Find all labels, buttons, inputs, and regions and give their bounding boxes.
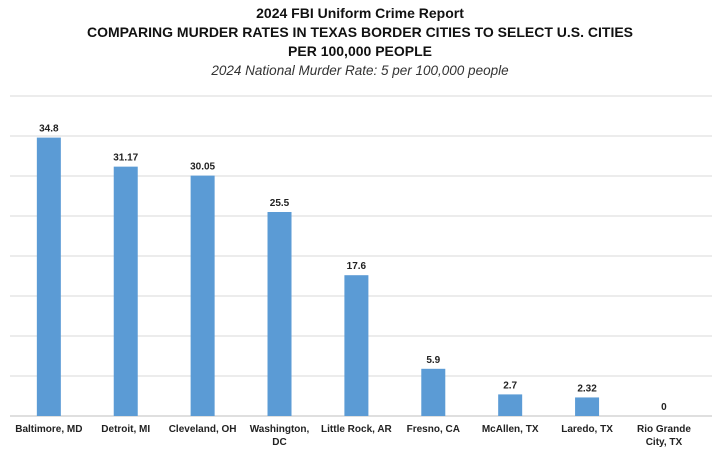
data-label: 2.7 [503, 380, 517, 391]
category-label: Detroit, MI [101, 424, 150, 435]
category-label: Cleveland, OH [169, 424, 237, 435]
data-label: 34.8 [39, 124, 59, 135]
data-label: 5.9 [426, 355, 440, 366]
bar [113, 166, 138, 416]
data-label: 2.32 [577, 383, 597, 394]
chart-subtitle-line-2: PER 100,000 PEOPLE [288, 43, 432, 59]
category-label: Baltimore, MD [15, 424, 82, 435]
data-label: 31.17 [113, 153, 138, 164]
bar [498, 394, 523, 416]
data-label: 30.05 [190, 162, 215, 173]
category-label: DC [272, 437, 286, 448]
chart-title-block: 2024 FBI Uniform Crime Report COMPARING … [0, 4, 720, 81]
bar [344, 275, 369, 416]
category-label: Fresno, CA [407, 424, 460, 435]
bar [36, 137, 61, 416]
bar [267, 212, 292, 416]
chart-subtitle-line-1: COMPARING MURDER RATES IN TEXAS BORDER C… [86, 24, 634, 40]
category-label: Rio Grande [637, 424, 691, 435]
bar [421, 368, 446, 416]
category-label: Laredo, TX [561, 424, 613, 435]
bar [575, 397, 600, 416]
category-label: McAllen, TX [482, 424, 539, 435]
category-label: Washington, [250, 424, 310, 435]
chart-title: 2024 FBI Uniform Crime Report [256, 5, 464, 21]
category-label: Little Rock, AR [321, 424, 393, 435]
bar [190, 175, 215, 416]
data-label: 25.5 [270, 198, 290, 209]
data-label: 0 [661, 402, 667, 413]
national-rate-note: 2024 National Murder Rate: 5 per 100,000… [211, 63, 509, 78]
category-label: City, TX [646, 437, 683, 448]
data-label: 17.6 [347, 261, 367, 272]
